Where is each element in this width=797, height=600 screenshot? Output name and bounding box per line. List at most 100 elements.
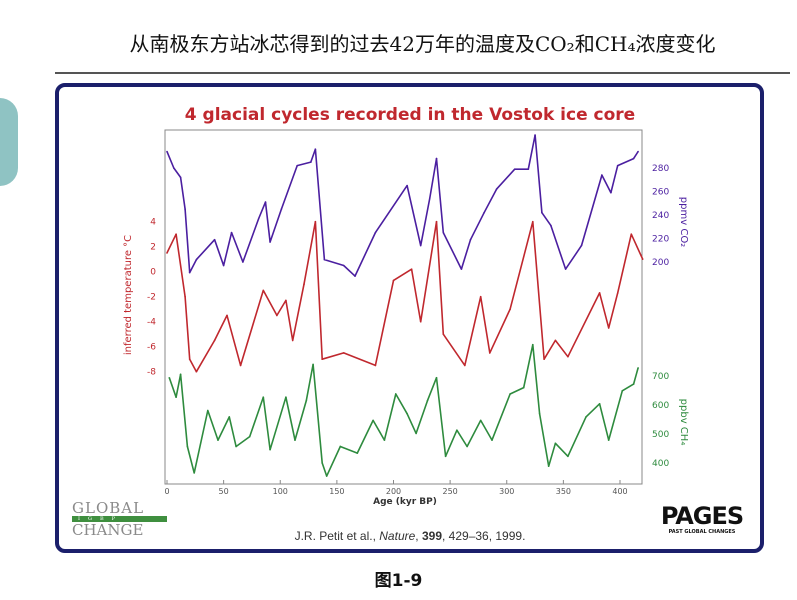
co2-data-point: [580, 244, 583, 247]
temperature-data-point: [303, 283, 305, 286]
temperature-data-point: [410, 268, 413, 271]
ch4-data-point: [186, 445, 189, 448]
ch4-data-point: [607, 439, 610, 441]
temperature-tick-label: -8: [147, 368, 156, 378]
ch4-tick-label: 500: [652, 430, 669, 440]
ch4-data-point: [294, 439, 296, 441]
co2-data-point: [184, 208, 186, 210]
temperature-data-point: [262, 289, 265, 292]
temperature-data-point: [184, 295, 186, 298]
temperature-data-point: [554, 339, 557, 342]
temperature-data-point: [213, 339, 216, 342]
co2-data-point: [435, 157, 438, 160]
co2-data-point: [564, 268, 567, 270]
co2-data-point: [495, 188, 498, 190]
ch4-data-point: [632, 383, 635, 385]
co2-data-point: [280, 208, 283, 210]
temperature-data-point: [479, 295, 482, 298]
co2-tick-label: 240: [652, 211, 669, 221]
co2-tick-label: 200: [652, 258, 669, 268]
ch4-data-point: [444, 455, 447, 458]
ch4-data-point: [415, 432, 417, 435]
ch4-data-point: [356, 452, 359, 454]
ch4-data-point: [426, 399, 429, 402]
co2-data-point: [230, 231, 233, 234]
temperature-data-point: [464, 364, 466, 367]
co2-data-point: [342, 264, 345, 267]
co2-data-point: [195, 258, 198, 261]
ch4-data-point: [175, 396, 177, 398]
temperature-data-point: [175, 233, 177, 235]
ch4-data-point: [547, 465, 550, 467]
x-tick-label: 300: [499, 487, 514, 496]
ch4-tick-label: 700: [652, 372, 669, 382]
temperature-series-line: [166, 220, 644, 373]
x-tick-label: 50: [219, 487, 229, 496]
ch4-data-point: [248, 435, 251, 438]
co2-data-point: [616, 164, 619, 167]
temperature-data-point: [509, 308, 511, 311]
ch4-data-point: [598, 403, 601, 405]
co2-data-point: [374, 231, 377, 234]
temperature-tick-label: 2: [150, 243, 156, 253]
temperature-data-point: [641, 258, 644, 261]
temperature-data-point: [630, 233, 633, 235]
co2-data-point: [323, 258, 326, 261]
decorative-arc: [0, 98, 18, 186]
ch4-data-point: [372, 419, 374, 422]
co2-data-point: [257, 217, 260, 220]
ch4-data-point: [621, 389, 624, 392]
co2-tick-label: 220: [652, 235, 669, 245]
figure-frame: [55, 83, 764, 553]
ch4-data-point: [531, 343, 534, 346]
co2-data-point: [527, 168, 530, 170]
temperature-axis-label: inferred temperature °C: [123, 235, 134, 355]
citation: J.R. Petit et al., Nature, 399, 429–36, …: [295, 529, 526, 543]
x-tick-label: 0: [164, 487, 169, 496]
temperature-data-point: [435, 220, 438, 223]
temperature-data-point: [342, 352, 345, 354]
co2-data-point: [179, 176, 182, 179]
temperature-data-point: [195, 370, 198, 373]
temperature-tick-label: -6: [147, 343, 156, 353]
co2-data-point: [541, 211, 543, 214]
temperature-data-point: [442, 333, 445, 336]
slide-title: 从南极东方站冰芯得到的过去42万年的温度及CO₂和CH₄浓度变化: [129, 32, 716, 56]
co2-data-point: [534, 134, 536, 136]
temperature-data-point: [276, 314, 278, 317]
co2-data-point: [172, 167, 175, 169]
co2-data-point: [428, 197, 431, 200]
temperature-tick-label: -4: [147, 318, 156, 328]
temperature-data-point: [543, 358, 545, 361]
co2-data-point: [550, 224, 552, 227]
figure-caption: 图1-9: [374, 571, 423, 591]
ch4-data-point: [435, 376, 438, 379]
co2-data-point: [460, 268, 463, 270]
ch4-data-point: [262, 396, 265, 398]
temperature-data-point: [285, 299, 287, 302]
temperature-tick-label: 0: [150, 268, 156, 278]
ch4-data-point: [235, 445, 237, 448]
temperature-data-point: [166, 252, 168, 254]
ch4-data-point: [456, 429, 458, 432]
temperature-data-point: [488, 352, 491, 354]
ch4-data-point: [305, 399, 308, 402]
ch4-data-point: [585, 416, 587, 418]
ch4-data-point: [228, 416, 231, 418]
co2-data-point: [513, 168, 516, 170]
ch4-data-point: [394, 393, 397, 395]
ch4-data-point: [491, 439, 493, 441]
ch4-data-point: [383, 439, 386, 441]
title-divider: [55, 72, 790, 74]
co2-data-point: [637, 150, 639, 153]
ch4-data-point: [206, 409, 209, 412]
x-tick-label: 400: [612, 487, 627, 496]
co2-tick-label: 280: [652, 164, 669, 174]
temperature-data-point: [226, 314, 228, 317]
ch4-data-point: [179, 373, 182, 376]
co2-data-point: [310, 161, 312, 163]
ch4-data-point: [466, 445, 468, 448]
ch4-data-point: [168, 376, 171, 379]
x-tick-label: 350: [556, 487, 571, 496]
plot-area: [164, 129, 643, 485]
